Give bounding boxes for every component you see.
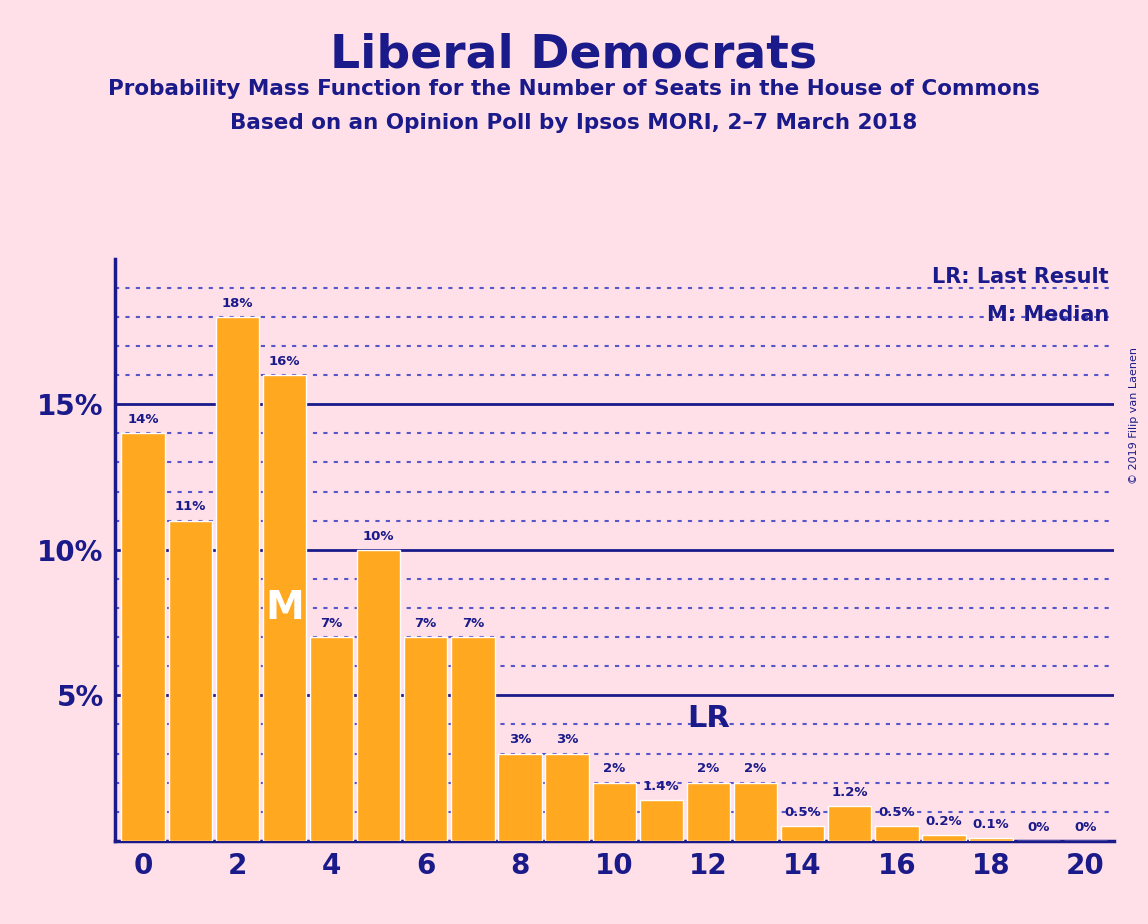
Bar <box>781 826 824 841</box>
Text: Probability Mass Function for the Number of Seats in the House of Commons: Probability Mass Function for the Number… <box>108 79 1040 99</box>
Bar <box>404 638 448 841</box>
Text: M: M <box>265 589 304 627</box>
Text: 3%: 3% <box>556 734 579 747</box>
Bar <box>216 317 259 841</box>
Text: 0.1%: 0.1% <box>972 818 1009 831</box>
Bar <box>592 783 636 841</box>
Text: 0.2%: 0.2% <box>925 815 962 828</box>
Text: 2%: 2% <box>744 762 767 775</box>
Text: LR: LR <box>687 704 730 733</box>
Bar <box>639 800 683 841</box>
Text: LR: Last Result: LR: Last Result <box>932 267 1109 287</box>
Bar <box>451 638 495 841</box>
Text: M: Median: M: Median <box>986 305 1109 325</box>
Text: 0%: 0% <box>1075 821 1096 833</box>
Bar <box>875 826 918 841</box>
Text: 0.5%: 0.5% <box>878 806 915 819</box>
Text: © 2019 Filip van Laenen: © 2019 Filip van Laenen <box>1128 347 1139 484</box>
Text: 14%: 14% <box>127 413 158 426</box>
Bar <box>169 521 212 841</box>
Text: Based on an Opinion Poll by Ipsos MORI, 2–7 March 2018: Based on an Opinion Poll by Ipsos MORI, … <box>231 113 917 133</box>
Bar <box>545 754 589 841</box>
Bar <box>498 754 542 841</box>
Text: 10%: 10% <box>363 529 395 542</box>
Text: 18%: 18% <box>222 297 253 310</box>
Text: 1.2%: 1.2% <box>831 785 868 798</box>
Text: 2%: 2% <box>697 762 720 775</box>
Bar <box>263 375 307 841</box>
Text: 11%: 11% <box>174 501 205 514</box>
Text: 0%: 0% <box>1027 821 1049 833</box>
Bar <box>828 806 871 841</box>
Text: 16%: 16% <box>269 355 300 368</box>
Text: 0.5%: 0.5% <box>784 806 821 819</box>
Bar <box>922 835 965 841</box>
Text: 7%: 7% <box>320 617 342 630</box>
Bar <box>357 550 401 841</box>
Text: 7%: 7% <box>461 617 484 630</box>
Bar <box>687 783 730 841</box>
Text: Liberal Democrats: Liberal Democrats <box>331 32 817 78</box>
Text: 1.4%: 1.4% <box>643 780 680 793</box>
Bar <box>122 433 165 841</box>
Bar <box>969 838 1013 841</box>
Text: 7%: 7% <box>414 617 437 630</box>
Text: 2%: 2% <box>603 762 626 775</box>
Bar <box>734 783 777 841</box>
Text: 3%: 3% <box>509 734 532 747</box>
Bar <box>310 638 354 841</box>
